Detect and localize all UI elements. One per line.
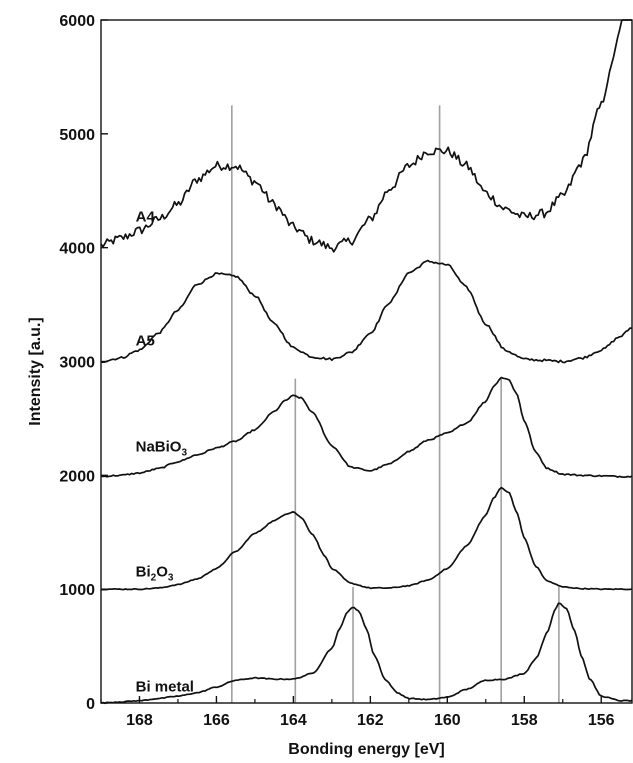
series-label-text: NaBiO — [136, 438, 182, 455]
x-tick-label: 160 — [434, 712, 461, 729]
y-axis-ticks: 0 1000 2000 3000 4000 5000 6000 — [59, 13, 108, 713]
series-label-a4: A4 — [136, 208, 156, 225]
series-label-text: Bi metal — [136, 679, 194, 696]
y-tick-label: 0 — [86, 696, 95, 713]
spectra-curves — [100, 19, 633, 705]
spectrum-line-nabio3 — [100, 376, 633, 478]
x-axis-ticks: 168 166 164 162 160 158 156 — [100, 696, 615, 729]
series-label-bi2o3: Bi2O3 — [136, 564, 174, 584]
series-label-a5: A5 — [136, 333, 155, 350]
series-label-text: A4 — [136, 208, 156, 225]
y-tick-label: 1000 — [59, 582, 95, 599]
spectrum-line-a5 — [101, 259, 632, 364]
series-label-subscript: 3 — [181, 447, 187, 458]
spectrum-line-a4 — [100, 19, 632, 253]
y-tick-label: 4000 — [59, 241, 95, 258]
x-tick-label: 164 — [280, 712, 307, 729]
x-tick-label: 168 — [126, 712, 153, 729]
y-tick-label: 5000 — [59, 127, 95, 144]
series-label-subscript: 3 — [168, 573, 174, 584]
y-tick-label: 6000 — [59, 13, 95, 30]
series-label-text: A5 — [136, 333, 155, 350]
series-label-nabio3: NaBiO3 — [136, 438, 188, 458]
x-tick-label: 158 — [511, 712, 538, 729]
y-axis-title: Intensity [a.u.] — [27, 317, 44, 425]
series-label-subscript: 2 — [151, 573, 157, 584]
x-tick-label: 166 — [203, 712, 230, 729]
y-tick-label: 3000 — [59, 355, 95, 372]
series-label-tail: O — [156, 564, 168, 581]
spectrum-line-bi2o3 — [101, 486, 633, 591]
axes: 168 166 164 162 160 158 156 0 1000 2000 3000 4000 5… — [59, 13, 633, 729]
y-tick-label: 2000 — [59, 468, 95, 485]
series-label-bi-metal: Bi metal — [136, 679, 194, 696]
reference-lines — [231, 105, 560, 703]
spectrum-line-bi-metal — [100, 602, 633, 705]
x-tick-label: 162 — [357, 712, 384, 729]
x-tick-label: 156 — [588, 712, 615, 729]
x-axis-title: Bonding energy [eV] — [288, 741, 444, 758]
series-label-text: Bi — [136, 564, 151, 581]
